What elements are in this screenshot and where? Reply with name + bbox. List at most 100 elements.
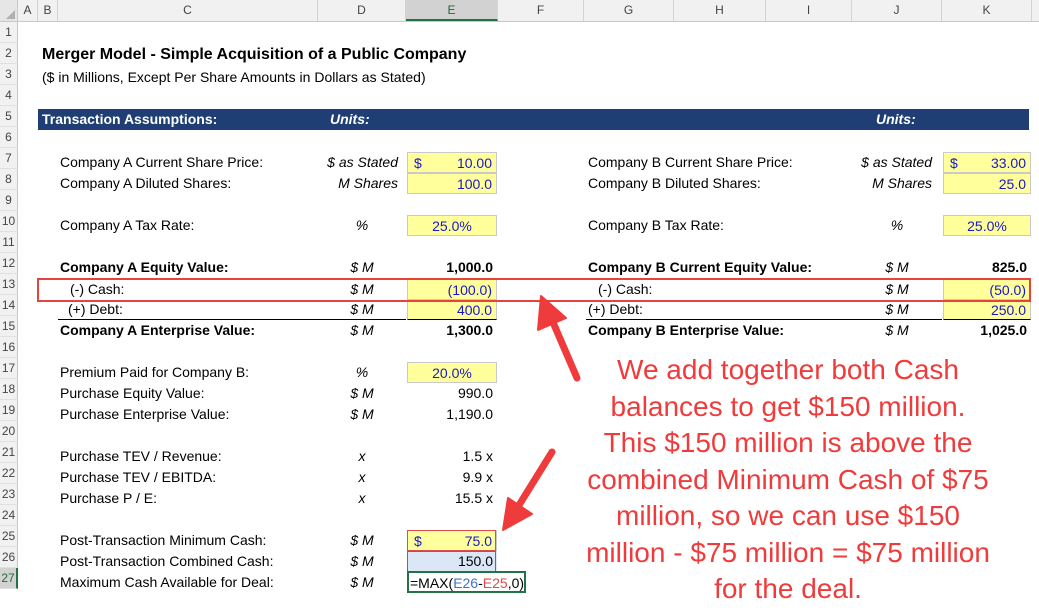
row-header-19[interactable]: 19	[0, 400, 18, 421]
row-header-13[interactable]: 13	[0, 274, 18, 295]
a-equity-value-label: Company A Equity Value:	[60, 259, 229, 275]
b-cash-unit: $ M	[885, 281, 909, 297]
pe-value[interactable]: 15.5 x	[454, 490, 493, 506]
row-header-6[interactable]: 6	[0, 127, 18, 148]
b-debt-label: (+) Debt:	[586, 299, 852, 320]
a-cash-label: (-) Cash:	[70, 281, 125, 297]
premium-input[interactable]: 20.0%	[407, 362, 497, 383]
tev-revenue-label: Purchase TEV / Revenue:	[60, 448, 222, 464]
annotation-line: million, so we can use $150	[616, 500, 960, 531]
a-share-price-dollar: $	[414, 155, 422, 171]
row-header-16[interactable]: 16	[0, 337, 18, 358]
b-share-price-value: 33.00	[990, 155, 1026, 171]
purchase-equity-unit: $ M	[350, 385, 374, 401]
b-debt-input[interactable]: 250.0	[943, 299, 1031, 320]
column-header-b[interactable]: B	[38, 0, 58, 21]
row-header-2[interactable]: 2	[0, 43, 18, 64]
row-header-12[interactable]: 12	[0, 253, 18, 274]
annotation-line: million - $75 million = $75 million	[586, 536, 990, 568]
annotation-line: balances to get $150 million.	[610, 390, 966, 422]
b-enterprise-value-unit: $ M	[885, 322, 909, 338]
b-enterprise-value-label: Company B Enterprise Value:	[588, 322, 785, 338]
a-equity-value[interactable]: 1,000.0	[446, 259, 493, 275]
row-header-17[interactable]: 17	[0, 358, 18, 379]
min-cash-unit: $ M	[350, 532, 374, 548]
min-cash-value: 75.0	[464, 533, 492, 549]
row-header-7[interactable]: 7	[0, 148, 18, 169]
select-all-corner[interactable]	[0, 0, 18, 21]
tev-ebitda-value[interactable]: 9.9 x	[462, 469, 493, 485]
premium-label: Premium Paid for Company B:	[60, 364, 250, 380]
row-header-8[interactable]: 8	[0, 169, 18, 190]
column-header-f[interactable]: F	[498, 0, 584, 21]
column-header-a[interactable]: A	[18, 0, 38, 21]
row-header-11[interactable]: 11	[0, 232, 18, 253]
b-share-price-dollar: $	[950, 155, 958, 171]
column-header-i[interactable]: I	[766, 0, 852, 21]
column-header-h[interactable]: H	[674, 0, 766, 21]
a-share-price-label: Company A Current Share Price:	[60, 154, 264, 170]
column-header-k[interactable]: K	[942, 0, 1032, 21]
a-tax-rate-unit: %	[355, 217, 369, 233]
a-tax-rate-label: Company A Tax Rate:	[60, 217, 195, 233]
column-header-g[interactable]: G	[584, 0, 674, 21]
column-header-j[interactable]: J	[852, 0, 942, 21]
a-share-price-input[interactable]: $ 10.00	[407, 152, 497, 173]
row-header-4[interactable]: 4	[0, 85, 18, 106]
a-debt-input[interactable]: 400.0	[407, 299, 497, 320]
row-header-15[interactable]: 15	[0, 316, 18, 337]
b-equity-value[interactable]: 825.0	[991, 259, 1027, 275]
transaction-assumptions-band: Transaction Assumptions: Units: Units:	[38, 109, 1029, 130]
row-header-24[interactable]: 24	[0, 505, 18, 526]
combined-cash-unit: $ M	[350, 553, 374, 569]
b-share-price-input[interactable]: $ 33.00	[943, 152, 1031, 173]
row-header-21[interactable]: 21	[0, 442, 18, 463]
row-header-25[interactable]: 25	[0, 526, 18, 547]
a-diluted-shares-unit: M Shares	[338, 175, 398, 191]
a-tax-rate-input[interactable]: 25.0%	[407, 215, 497, 236]
formula-suffix: ,0)	[507, 575, 525, 591]
row-header-5[interactable]: 5	[0, 106, 18, 127]
row-header-10[interactable]: 10	[0, 211, 18, 232]
max-cash-formula-cell[interactable]: =MAX(E26-E25,0)	[407, 571, 526, 593]
pe-label: Purchase P / E:	[60, 490, 158, 506]
row-header-9[interactable]: 9	[0, 190, 18, 211]
b-share-price-label: Company B Current Share Price:	[588, 154, 793, 170]
row-header-20[interactable]: 20	[0, 421, 18, 442]
a-diluted-shares-input[interactable]: 100.0	[407, 173, 497, 194]
purchase-ev-label: Purchase Enterprise Value:	[60, 406, 230, 422]
annotation-text: We add together both Cash balances to ge…	[548, 352, 1028, 608]
row-header-18[interactable]: 18	[0, 379, 18, 400]
band-units-left: Units:	[330, 111, 370, 127]
b-enterprise-value[interactable]: 1,025.0	[980, 322, 1027, 338]
column-header-e[interactable]: E	[406, 0, 498, 21]
row-header-3[interactable]: 3	[0, 64, 18, 85]
row-header-14[interactable]: 14	[0, 295, 18, 316]
a-share-price-unit: $ as Stated	[327, 154, 398, 170]
a-equity-value-unit: $ M	[350, 259, 374, 275]
column-header-c[interactable]: C	[58, 0, 318, 21]
b-debt-unit: $ M	[852, 299, 942, 320]
row-header-22[interactable]: 22	[0, 463, 18, 484]
row-header-1[interactable]: 1	[0, 22, 18, 43]
b-tax-rate-unit: %	[890, 217, 904, 233]
tev-revenue-value[interactable]: 1.5 x	[462, 448, 493, 464]
tev-revenue-unit: x	[358, 448, 366, 464]
sheet-title: Merger Model - Simple Acquisition of a P…	[42, 46, 467, 63]
a-enterprise-value[interactable]: 1,300.0	[446, 322, 493, 338]
b-tax-rate-input[interactable]: 25.0%	[943, 215, 1031, 236]
a-debt-label: (+) Debt:	[58, 299, 318, 320]
column-header-d[interactable]: D	[318, 0, 406, 21]
b-diluted-shares-input[interactable]: 25.0	[943, 173, 1031, 194]
purchase-equity-value[interactable]: 990.0	[457, 385, 493, 401]
row-header-26[interactable]: 26	[0, 547, 18, 568]
formula-ref-highlight-e25	[407, 530, 496, 551]
b-equity-value-label: Company B Current Equity Value:	[588, 259, 813, 275]
purchase-ev-value[interactable]: 1,190.0	[446, 406, 493, 422]
a-share-price-value: 10.00	[456, 155, 492, 171]
combined-cash-value[interactable]: 150.0	[407, 551, 497, 572]
row-header-27[interactable]: 27	[0, 568, 18, 589]
pe-unit: x	[358, 490, 366, 506]
row-header-23[interactable]: 23	[0, 484, 18, 505]
arrow-down-to-formula-icon	[502, 448, 556, 531]
